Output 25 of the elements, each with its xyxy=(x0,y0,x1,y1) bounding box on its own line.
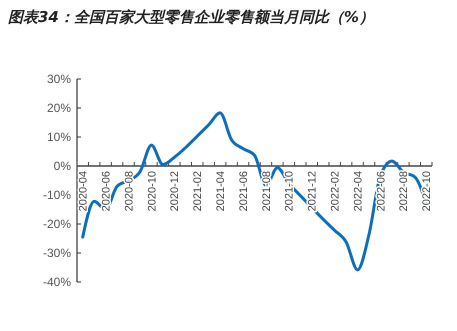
y-tick-label: 30% xyxy=(46,72,72,86)
x-tick-label: 2022-08 xyxy=(398,171,410,212)
y-tick-label: 10% xyxy=(46,130,72,144)
x-tick-label: 2020-06 xyxy=(100,171,112,212)
x-tick-label: 2021-08 xyxy=(260,171,273,212)
x-tick-label: 2022-04 xyxy=(352,171,364,212)
y-tick-label: -10% xyxy=(42,188,72,202)
chart-title: 图表34：全国百家大型零售企业零售额当月同比（%） xyxy=(8,8,374,26)
x-tick-label: 2022-06 xyxy=(375,171,388,212)
y-tick-label: 20% xyxy=(46,101,72,116)
x-tick-label: 2020-08 xyxy=(123,171,136,212)
x-tick-label: 2021-02 xyxy=(192,171,204,212)
x-tick-label: 2022-02 xyxy=(330,171,342,212)
x-tick-label: 2022-10 xyxy=(421,171,434,212)
x-tick-label: 2021-04 xyxy=(214,171,227,212)
y-tick-label: -20% xyxy=(42,217,72,232)
y-tick-label: -40% xyxy=(42,275,72,290)
x-tick-label: 2021-10 xyxy=(284,171,296,212)
y-tick-label: 0% xyxy=(54,159,72,174)
x-tick-label: 2020-04 xyxy=(78,171,90,212)
x-tick-label: 2020-12 xyxy=(169,171,182,212)
x-tick-label: 2021-12 xyxy=(306,171,319,212)
x-tick-label: 2021-06 xyxy=(238,171,250,212)
y-tick-label: -30% xyxy=(42,246,72,260)
x-tick-label: 2020-10 xyxy=(146,171,158,212)
